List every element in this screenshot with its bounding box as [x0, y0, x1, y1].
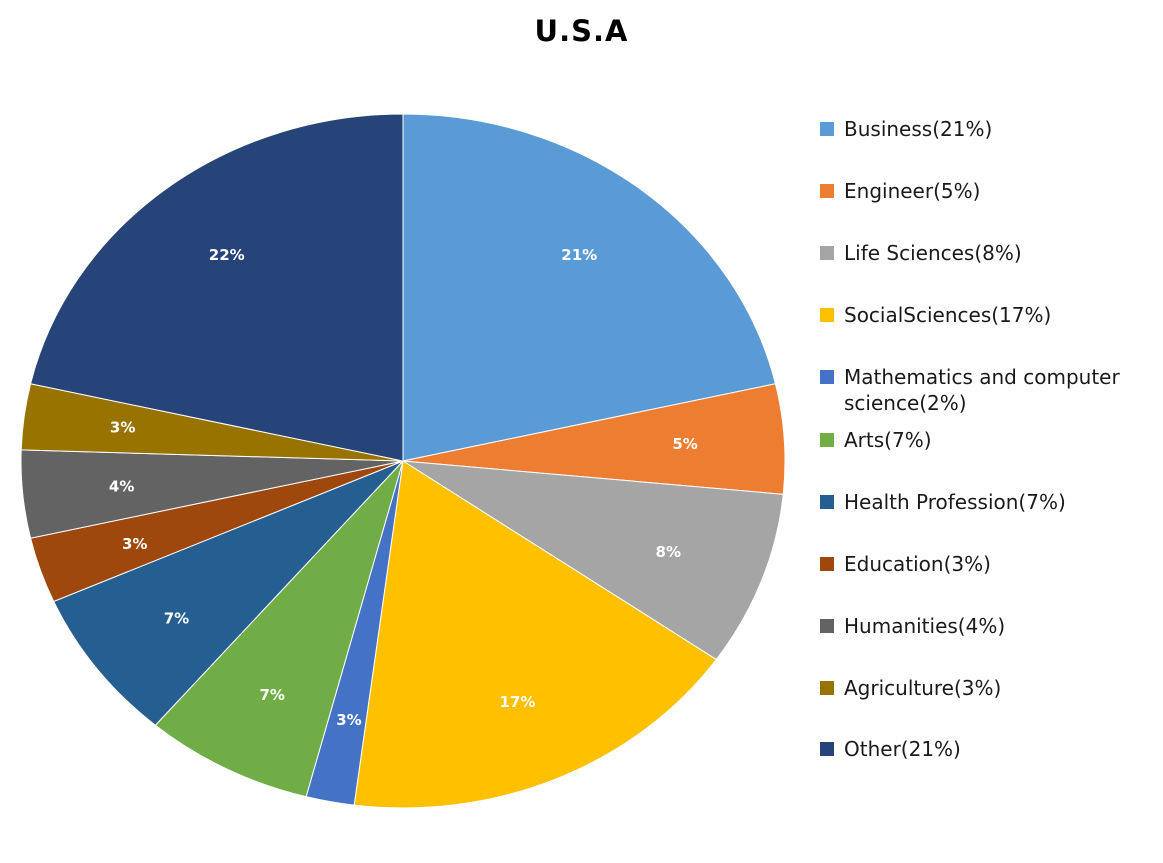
slice-data-label-10: 3% — [110, 418, 135, 436]
slice-data-label-9: 4% — [109, 477, 134, 495]
legend-label: Arts(7%) — [844, 427, 1154, 453]
slice-data-label-7: 7% — [164, 610, 189, 628]
legend-swatch — [820, 495, 834, 509]
legend-swatch — [820, 742, 834, 756]
legend-swatch — [820, 433, 834, 447]
legend-label: Health Profession(7%) — [844, 489, 1154, 515]
slice-data-label-1: 21% — [561, 246, 597, 264]
legend-item: Education(3%) — [820, 551, 1154, 577]
legend-item: Business(21%) — [820, 116, 1154, 142]
slice-data-label-4: 17% — [499, 693, 535, 711]
legend-label: Life Sciences(8%) — [844, 240, 1154, 266]
legend-swatch — [820, 619, 834, 633]
legend-swatch — [820, 681, 834, 695]
legend-item: Humanities(4%) — [820, 613, 1154, 639]
legend-item: Life Sciences(8%) — [820, 240, 1154, 266]
slice-data-label-8: 3% — [122, 535, 147, 553]
legend-swatch — [820, 308, 834, 322]
legend-label: Business(21%) — [844, 116, 1154, 142]
slice-data-label-6: 7% — [260, 686, 285, 704]
legend-label: Education(3%) — [844, 551, 1154, 577]
legend-swatch — [820, 122, 834, 136]
legend-swatch — [820, 184, 834, 198]
legend-item: Agriculture(3%) — [820, 675, 1154, 701]
legend-item: Arts(7%) — [820, 427, 1154, 453]
legend-item: Other(21%) — [820, 736, 1154, 762]
slice-data-label-2: 5% — [672, 435, 697, 453]
legend-label: Engineer(5%) — [844, 178, 1154, 204]
legend-item: SocialSciences(17%) — [820, 302, 1154, 328]
slice-data-label-5: 3% — [336, 711, 361, 729]
legend-label: Agriculture(3%) — [844, 675, 1154, 701]
legend-label: Mathematics and computer science(2%) — [844, 364, 1154, 416]
legend-swatch — [820, 557, 834, 571]
legend-label: Other(21%) — [844, 736, 1154, 762]
slice-data-label-11: 22% — [209, 246, 245, 264]
legend-swatch — [820, 370, 834, 384]
legend-item: Health Profession(7%) — [820, 489, 1154, 515]
slice-data-label-3: 8% — [656, 543, 681, 561]
legend-item: Mathematics and computer science(2%) — [820, 364, 1154, 416]
legend-item: Engineer(5%) — [820, 178, 1154, 204]
legend-label: SocialSciences(17%) — [844, 302, 1154, 328]
legend-swatch — [820, 246, 834, 260]
legend-label: Humanities(4%) — [844, 613, 1154, 639]
